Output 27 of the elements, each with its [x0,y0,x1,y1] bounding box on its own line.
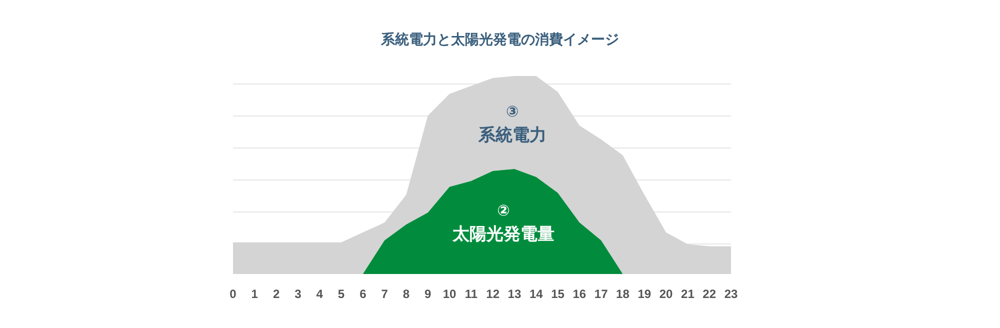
x-tick-label: 9 [424,287,432,301]
x-tick-label: 6 [360,287,367,301]
x-tick-label: 7 [381,287,388,301]
x-tick-label: 14 [529,287,544,301]
chart-title: 系統電力と太陽光発電の消費イメージ [380,31,619,47]
x-tick-label: 3 [294,287,302,301]
x-tick-label: 22 [702,287,716,301]
x-tick-label: 10 [442,287,457,301]
x-tick-label: 4 [316,287,324,301]
x-tick-label: 1 [251,287,258,301]
x-tick-label: 5 [338,287,345,301]
x-tick-label: 20 [659,287,674,301]
x-tick-label: 0 [230,287,237,301]
x-tick-label: 23 [724,287,738,301]
x-tick-label: 13 [508,287,522,301]
x-tick-label: 2 [272,287,280,301]
x-tick-label: 8 [402,287,410,301]
x-tick-label: 15 [551,287,565,301]
x-tick-label: 11 [464,287,478,301]
x-tick-label: 18 [616,287,630,301]
x-tick-label: 12 [486,287,500,301]
series-label: ③ 系統電力 [477,104,546,145]
x-tick-label: 17 [594,287,608,301]
series-label: ② 太陽光発電量 [452,202,555,244]
x-tick-label: 21 [681,287,695,301]
x-tick-label: 16 [572,287,586,301]
x-tick-label: 19 [638,287,652,301]
